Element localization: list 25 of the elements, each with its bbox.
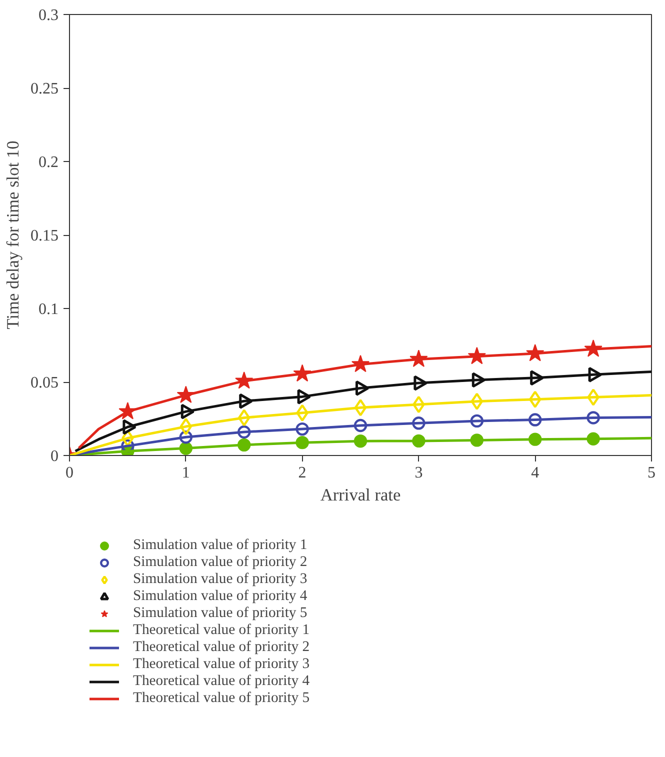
x-tick-label: 1 — [182, 464, 190, 482]
y-tick-label: 0.1 — [38, 301, 58, 318]
y-tick-label: 0 — [50, 448, 58, 465]
x-tick-label: 3 — [414, 464, 423, 482]
legend-label: Simulation value of priority 4 — [133, 588, 308, 605]
y-tick-label: 0.3 — [38, 7, 58, 24]
legend-label: Theoretical value of priority 2 — [133, 639, 310, 656]
x-tick-label: 5 — [648, 464, 656, 482]
legend-label: Simulation value of priority 1 — [133, 537, 308, 554]
x-axis-title: Arrival rate — [320, 486, 401, 504]
y-tick-label: 0.2 — [38, 154, 58, 171]
legend-label: Theoretical value of priority 1 — [133, 622, 310, 639]
y-tick-label: 0.25 — [30, 80, 58, 98]
x-tick-label: 0 — [66, 464, 74, 482]
legend-label: Theoretical value of priority 5 — [133, 690, 310, 707]
legend-label: Simulation value of priority 2 — [133, 554, 308, 571]
y-tick-label: 0.05 — [30, 374, 58, 392]
x-tick-label: 2 — [298, 464, 306, 482]
legend-label: Simulation value of priority 5 — [133, 605, 308, 622]
legend-label: Simulation value of priority 3 — [133, 571, 308, 588]
legend-label: Theoretical value of priority 3 — [133, 656, 310, 673]
y-axis-title: Time delay for time slot 10 — [4, 140, 22, 330]
legend-label: Theoretical value of priority 4 — [133, 673, 310, 690]
x-tick-label: 4 — [531, 464, 540, 482]
y-tick-label: 0.15 — [30, 228, 58, 244]
